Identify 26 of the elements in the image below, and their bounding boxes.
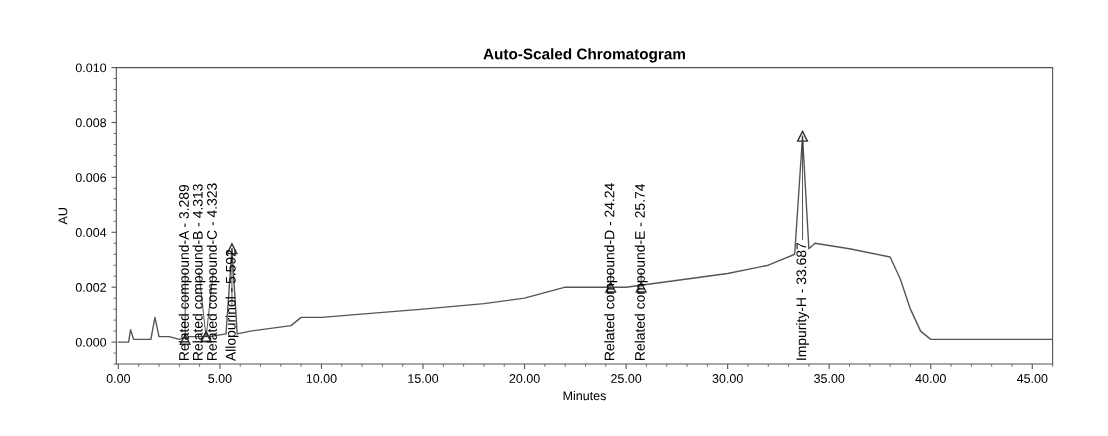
x-tick-label: 10.00 [306, 374, 337, 383]
y-tick-label: 0.000 [75, 337, 107, 347]
x-tick-label: 0.00 [106, 374, 131, 383]
y-tick-label: 0.006 [75, 173, 107, 183]
annotation: Related compound-B - 4.313 [192, 184, 206, 360]
y-tick-label: 0.010 [75, 63, 107, 73]
x-axis-title: Minutes [563, 390, 606, 401]
x-tick-label: 30.00 [712, 374, 743, 383]
x-tick-label: 35.00 [814, 374, 845, 383]
annotation: Related compound-E - 25.74 [634, 183, 648, 360]
x-tick-label: 45.00 [1016, 374, 1048, 383]
y-axis-title: AU [58, 208, 68, 225]
annotation: Related compound-D - 24.24 [604, 183, 618, 360]
x-tick-label: 40.00 [915, 374, 946, 383]
y-tick-label: 0.008 [75, 118, 107, 128]
annotation: Allopurinol - 5.592 [225, 249, 239, 362]
annotation: Impurity-H - 33.687 [796, 242, 809, 360]
x-tick-label: 5.00 [208, 374, 232, 383]
chart-title: Auto-Scaled Chromatogram [483, 48, 685, 63]
y-tick-label: 0.004 [75, 228, 107, 237]
x-tick-label: 15.00 [408, 374, 439, 383]
annotation: Related compound-C - 4.323 [206, 183, 220, 360]
annotation: Related compound-A - 3.289 [178, 184, 192, 360]
y-tick-label: 0.002 [75, 283, 106, 292]
x-tick-label: 25.00 [611, 374, 642, 383]
x-tick-label: 20.00 [509, 374, 540, 383]
